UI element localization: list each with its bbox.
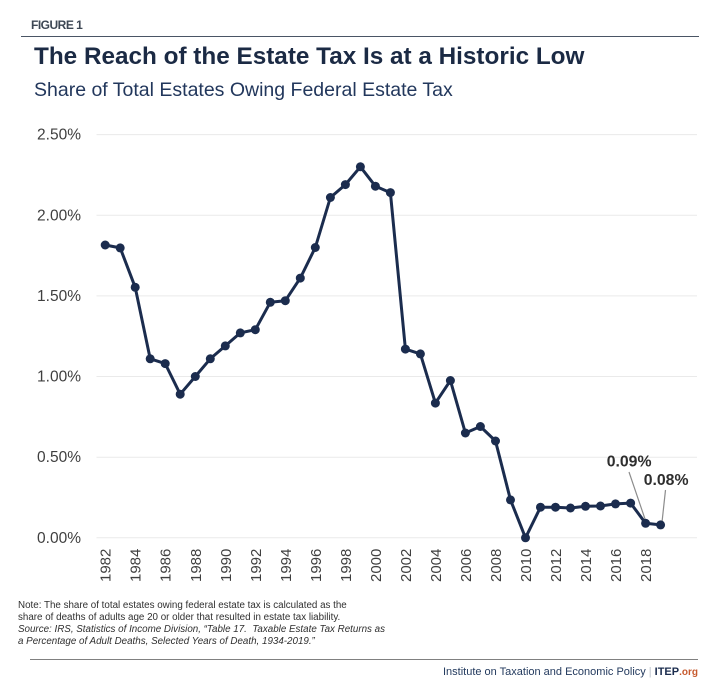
- svg-text:0.00%: 0.00%: [37, 530, 81, 547]
- svg-text:2.00%: 2.00%: [37, 207, 81, 224]
- svg-text:2004: 2004: [428, 549, 445, 582]
- svg-text:2008: 2008: [488, 549, 505, 582]
- svg-text:2.50%: 2.50%: [37, 127, 81, 144]
- svg-text:2016: 2016: [608, 549, 625, 582]
- svg-text:2018: 2018: [638, 549, 655, 582]
- svg-text:1.50%: 1.50%: [37, 288, 81, 305]
- svg-text:1994: 1994: [278, 549, 295, 582]
- svg-text:1998: 1998: [338, 549, 355, 582]
- svg-text:0.08%: 0.08%: [644, 472, 689, 489]
- svg-text:0.09%: 0.09%: [607, 454, 652, 471]
- svg-text:1984: 1984: [128, 549, 145, 582]
- svg-text:1990: 1990: [218, 549, 235, 582]
- svg-text:2000: 2000: [368, 549, 385, 582]
- svg-text:1986: 1986: [158, 549, 175, 582]
- svg-text:1.00%: 1.00%: [37, 369, 81, 386]
- svg-text:0.50%: 0.50%: [37, 449, 81, 466]
- svg-text:2012: 2012: [548, 549, 565, 582]
- svg-text:2002: 2002: [398, 549, 415, 582]
- svg-text:1996: 1996: [308, 549, 325, 582]
- svg-text:2010: 2010: [518, 549, 535, 582]
- svg-text:1982: 1982: [98, 549, 115, 582]
- svg-text:1988: 1988: [188, 549, 205, 582]
- svg-text:2014: 2014: [578, 549, 595, 582]
- svg-text:1992: 1992: [248, 549, 265, 582]
- svg-text:2006: 2006: [458, 549, 475, 582]
